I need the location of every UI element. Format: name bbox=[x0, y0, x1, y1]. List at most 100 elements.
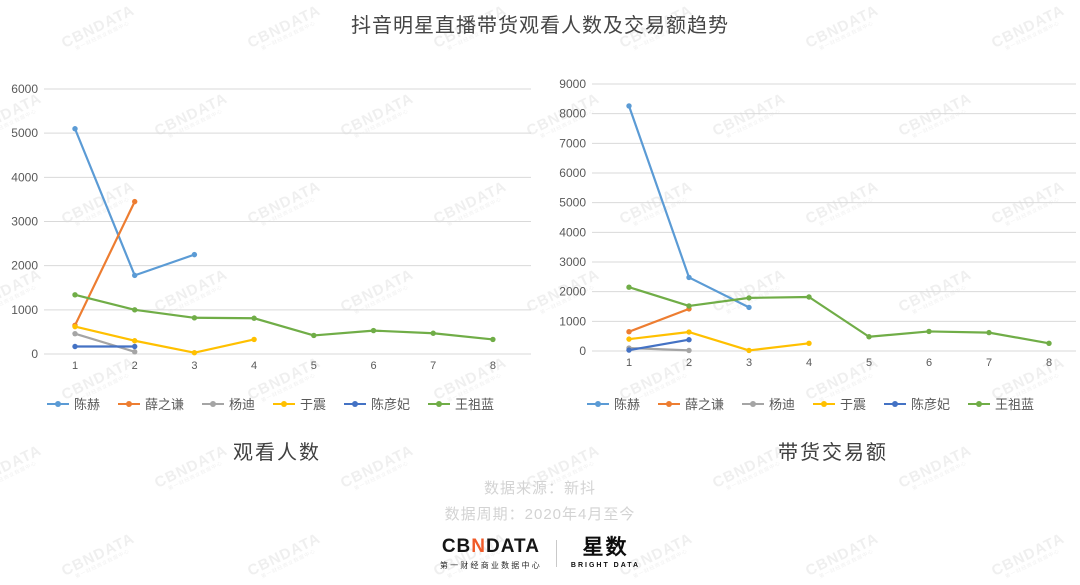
x-axis-tick-label: 7 bbox=[430, 360, 436, 372]
legend-label: 陈彦妃 bbox=[371, 397, 411, 412]
legend-label: 王祖蓝 bbox=[995, 397, 1035, 412]
legend-item: 于震 bbox=[812, 394, 866, 413]
legend-label: 杨迪 bbox=[768, 397, 795, 412]
series-0 bbox=[626, 103, 752, 311]
legend-marker-icon bbox=[117, 400, 140, 407]
series-4 bbox=[72, 343, 138, 350]
y-axis-tick-label: 4000 bbox=[559, 225, 586, 239]
data-source-note: 数据来源：新抖 bbox=[483, 480, 596, 497]
legend-marker-icon bbox=[968, 400, 991, 407]
legend-item: 陈彦妃 bbox=[883, 394, 950, 413]
footer-logos: CBNDATA 第一财经商业数据中心 星数 BRIGHT DATA bbox=[0, 537, 1080, 571]
legend-item: 于震 bbox=[272, 394, 326, 413]
legend-label: 于震 bbox=[840, 397, 867, 412]
legend-item: 杨迪 bbox=[201, 394, 255, 413]
x-axis-tick-label: 5 bbox=[311, 360, 317, 372]
y-axis-tick-label: 8000 bbox=[559, 107, 586, 121]
x-axis-tick-label: 5 bbox=[866, 357, 872, 369]
cbndata-data: DATA bbox=[486, 536, 540, 557]
y-axis-tick-label: 9000 bbox=[559, 77, 586, 91]
x-axis-tick-label: 1 bbox=[626, 357, 632, 369]
x-axis-tick-label: 3 bbox=[191, 360, 197, 372]
y-axis-tick-label: 3000 bbox=[559, 255, 586, 269]
x-axis-tick-label: 7 bbox=[986, 357, 992, 369]
legend-label: 杨迪 bbox=[228, 397, 255, 412]
y-axis-tick-label: 6000 bbox=[11, 82, 38, 96]
y-axis-tick-label: 5000 bbox=[559, 196, 586, 210]
x-axis-tick-label: 2 bbox=[132, 360, 138, 372]
series-4 bbox=[626, 337, 692, 353]
legend-marker-icon bbox=[884, 400, 907, 407]
cbndata-subtitle: 第一财经商业数据中心 bbox=[439, 561, 542, 570]
series-5 bbox=[626, 284, 1052, 346]
x-axis-tick-label: 4 bbox=[251, 360, 257, 372]
legend-item: 陈赫 bbox=[46, 394, 100, 413]
cbndata-n: N bbox=[471, 536, 487, 557]
legend-marker-icon bbox=[273, 400, 295, 407]
y-axis-tick-label: 0 bbox=[579, 344, 586, 358]
grid-and-axes: 0 1000 2000 3000 4000 5000 6000 1 2 3 4 5 6 7 8 bbox=[11, 82, 531, 372]
x-axis-tick-label: 8 bbox=[1046, 357, 1052, 369]
logo-divider bbox=[555, 540, 557, 567]
x-axis-tick-label: 2 bbox=[686, 357, 692, 369]
line-chart-viewers: 0 1000 2000 3000 4000 5000 6000 1 2 3 4 5 6 7 8 bbox=[11, 82, 531, 372]
legend-marker-icon bbox=[741, 400, 764, 407]
x-axis-tick-label: 8 bbox=[490, 360, 496, 372]
legend-item: 王祖蓝 bbox=[967, 394, 1034, 413]
cbndata-wordmark: CBNDATA bbox=[440, 537, 542, 556]
x-axis-tick-label: 3 bbox=[746, 357, 752, 369]
grid-and-axes: 0 1000 2000 3000 4000 5000 6000 7000 8000 9000 1 2 3… bbox=[559, 77, 1076, 369]
y-axis-tick-label: 1000 bbox=[559, 314, 586, 328]
data-period-note: 数据周期：2020年4月至今 bbox=[444, 506, 636, 523]
legend-marker-icon bbox=[657, 400, 680, 407]
y-axis-tick-label: 1000 bbox=[11, 303, 38, 317]
legend-marker-icon bbox=[46, 400, 69, 407]
series-0 bbox=[72, 126, 198, 279]
cbndata-logo: CBNDATA 第一财经商业数据中心 bbox=[440, 537, 542, 571]
x-axis-tick-label: 4 bbox=[806, 357, 812, 369]
legend-label: 薛之谦 bbox=[684, 397, 724, 412]
legend-item: 薛之谦 bbox=[657, 394, 724, 413]
page-title: 抖音明星直播带货观看人数及交易额趋势 bbox=[351, 15, 729, 37]
y-axis-tick-label: 4000 bbox=[11, 170, 38, 184]
legend-label: 陈赫 bbox=[73, 397, 100, 412]
legend-marker-icon bbox=[344, 400, 367, 407]
xingshu-logo: 星数 BRIGHT DATA bbox=[571, 537, 640, 569]
y-axis-tick-label: 0 bbox=[31, 347, 38, 361]
y-axis-tick-label: 6000 bbox=[559, 166, 586, 180]
legend-transactions: 陈赫 薛之谦 杨迪 于震 陈彦妃 王祖蓝 bbox=[540, 394, 1080, 413]
y-axis-tick-label: 5000 bbox=[11, 126, 38, 140]
legend-label: 陈赫 bbox=[613, 397, 640, 412]
chart-subtitle-transactions: 带货交易额 bbox=[778, 442, 888, 464]
series-2 bbox=[72, 330, 138, 355]
x-axis-tick-label: 6 bbox=[926, 357, 932, 369]
legend-item: 陈赫 bbox=[586, 394, 640, 413]
series-5 bbox=[72, 292, 496, 343]
legend-item: 王祖蓝 bbox=[427, 394, 494, 413]
xingshu-subtitle: BRIGHT DATA bbox=[570, 562, 641, 569]
series-1 bbox=[626, 306, 692, 335]
cbndata-cb: CB bbox=[441, 536, 472, 557]
chart-subtitle-viewers: 观看人数 bbox=[233, 442, 321, 464]
y-axis-tick-label: 2000 bbox=[11, 259, 38, 273]
y-axis-tick-label: 3000 bbox=[11, 215, 38, 229]
legend-marker-icon bbox=[201, 400, 224, 407]
xingshu-wordmark: 星数 bbox=[582, 536, 629, 559]
legend-label: 于震 bbox=[300, 397, 327, 412]
y-axis-tick-label: 7000 bbox=[559, 136, 586, 150]
legend-item: 杨迪 bbox=[741, 394, 795, 413]
x-axis-tick-label: 6 bbox=[370, 360, 376, 372]
y-axis-tick-label: 2000 bbox=[559, 285, 586, 299]
x-axis-tick-label: 1 bbox=[72, 360, 78, 372]
series-3 bbox=[72, 323, 257, 356]
legend-item: 陈彦妃 bbox=[343, 394, 410, 413]
legend-marker-icon bbox=[428, 400, 451, 407]
legend-label: 薛之谦 bbox=[144, 397, 184, 412]
legend-marker-icon bbox=[813, 400, 835, 407]
legend-label: 王祖蓝 bbox=[455, 397, 495, 412]
legend-marker-icon bbox=[586, 400, 609, 407]
legend-viewers: 陈赫 薛之谦 杨迪 于震 陈彦妃 王祖蓝 bbox=[0, 394, 540, 413]
series-3 bbox=[626, 329, 812, 354]
legend-label: 陈彦妃 bbox=[911, 397, 951, 412]
legend-item: 薛之谦 bbox=[117, 394, 184, 413]
